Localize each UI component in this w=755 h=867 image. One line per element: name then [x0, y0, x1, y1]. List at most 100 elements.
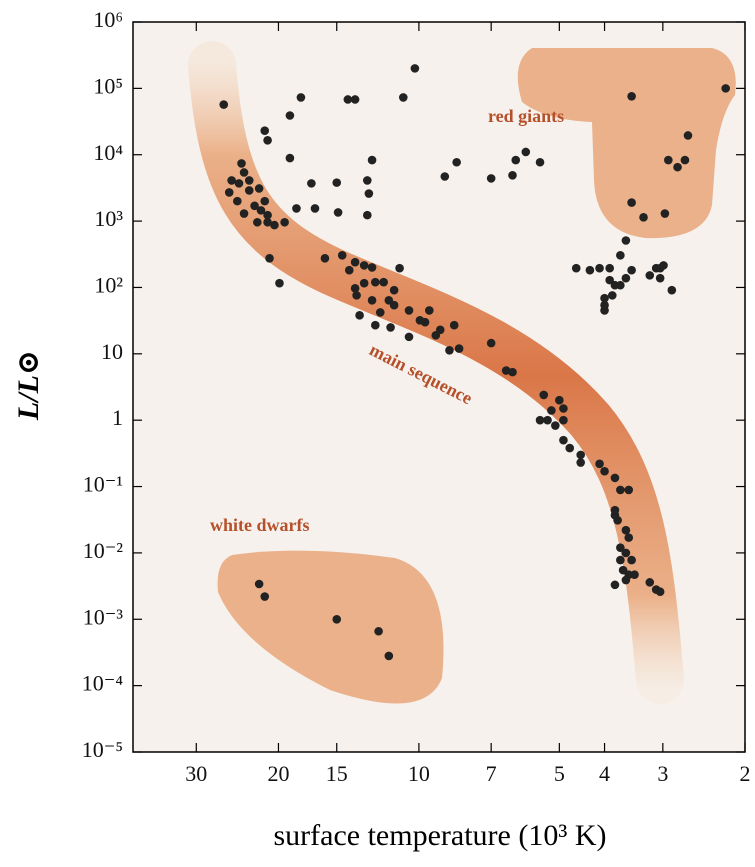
star-point: [307, 179, 316, 188]
x-tick-label: 15: [326, 761, 348, 786]
star-point: [352, 291, 361, 300]
x-tick-label: 10: [408, 761, 430, 786]
star-point: [621, 273, 631, 283]
star-point: [244, 186, 254, 195]
star-point: [239, 209, 249, 218]
star-point: [344, 265, 354, 275]
star-point: [350, 284, 360, 293]
star-point: [454, 344, 464, 353]
star-point: [224, 188, 234, 197]
star-point: [585, 265, 595, 275]
main-sequence-band: [188, 41, 684, 704]
white-dwarfs-region: [217, 550, 444, 704]
star-point: [362, 176, 372, 185]
star-point: [486, 338, 496, 348]
star-point: [364, 189, 374, 198]
star-point: [555, 395, 564, 405]
star-point: [621, 548, 631, 558]
star-point: [320, 253, 330, 263]
star-point: [600, 306, 609, 315]
star-point: [410, 64, 420, 73]
star-point: [256, 206, 266, 215]
star-point: [452, 157, 461, 167]
star-point: [521, 147, 531, 157]
star-point: [337, 251, 347, 260]
star-point: [237, 159, 246, 168]
y-tick-label: 10⁴: [93, 140, 123, 165]
star-point: [660, 209, 670, 218]
star-point: [576, 458, 585, 467]
star-point: [404, 332, 414, 342]
y-tick-label: 10⁵: [93, 73, 123, 98]
star-point: [616, 485, 625, 495]
star-point: [386, 323, 395, 332]
star-point: [559, 435, 568, 445]
ticks: 10⁶ 10⁵ 10⁴ 10³ 10² 10 1 10⁻¹ 10⁻² 10⁻³ 10⁻⁴ 10⁻⁵ 30…: [82, 7, 751, 786]
star-point: [310, 204, 320, 213]
star-point: [616, 280, 625, 290]
star-point: [239, 168, 249, 177]
star-point: [627, 91, 636, 101]
y-tick-label: 10⁻¹: [83, 472, 123, 497]
star-point: [683, 131, 693, 140]
star-point: [234, 179, 244, 188]
x-axis-label: surface temperature (10³ K): [274, 819, 607, 852]
star-point: [265, 253, 274, 263]
star-point: [605, 263, 614, 273]
star-point: [559, 415, 568, 425]
star-point: [233, 196, 242, 206]
star-point: [680, 155, 690, 165]
star-point: [673, 162, 682, 172]
star-point: [389, 300, 399, 310]
star-point: [639, 213, 648, 222]
star-point: [374, 626, 383, 636]
star-point: [227, 176, 236, 185]
star-point: [263, 135, 272, 145]
star-point: [399, 93, 408, 102]
star-point: [621, 575, 631, 585]
star-point: [535, 415, 545, 425]
star-point: [219, 100, 229, 109]
y-tick-label: 10⁻⁴: [82, 671, 124, 696]
star-point: [630, 570, 639, 579]
star-point: [254, 579, 264, 589]
star-point: [610, 473, 620, 483]
star-point: [420, 317, 430, 327]
star-point: [613, 516, 622, 525]
star-point: [263, 210, 272, 220]
star-point: [624, 485, 634, 495]
x-tick-label: 4: [599, 761, 610, 786]
star-point: [379, 277, 388, 287]
star-point: [424, 306, 434, 315]
star-point: [332, 614, 342, 624]
y-tick-label: 10⁻²: [83, 538, 124, 563]
y-tick-label: 10⁻³: [83, 604, 124, 629]
star-point: [508, 170, 517, 180]
x-tick-label: 3: [657, 761, 668, 786]
star-point: [595, 263, 604, 273]
star-point: [508, 367, 517, 377]
star-point: [332, 178, 342, 187]
star-point: [576, 450, 585, 460]
star-point: [551, 421, 560, 430]
star-point: [535, 157, 545, 167]
star-point: [296, 93, 306, 102]
star-point: [355, 311, 364, 320]
star-point: [343, 95, 353, 104]
star-point: [667, 285, 677, 295]
x-tick-label: 30: [185, 761, 207, 786]
star-point: [621, 236, 631, 245]
star-point: [367, 296, 377, 305]
y-tick-label: 10⁶: [93, 7, 123, 32]
star-point: [511, 155, 521, 165]
star-point: [254, 184, 264, 193]
star-point: [605, 275, 614, 285]
y-tick-label: 10²: [94, 273, 123, 298]
star-point: [610, 580, 620, 590]
star-point: [350, 95, 360, 104]
y-tick-label: 10: [101, 339, 123, 364]
star-point: [645, 578, 655, 587]
y-tick-label: 10⁻⁵: [82, 737, 123, 762]
star-point: [547, 406, 556, 415]
star-point: [285, 153, 295, 163]
